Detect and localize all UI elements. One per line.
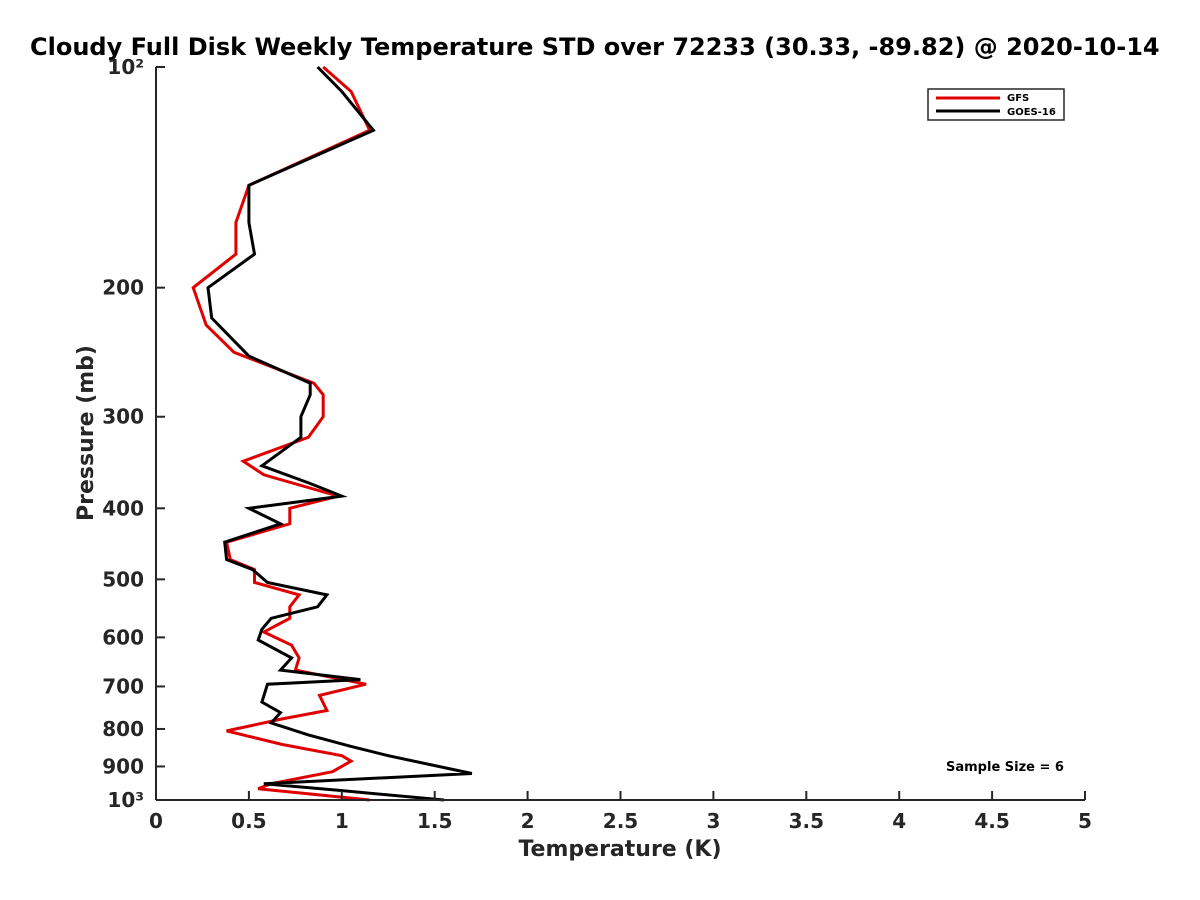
y-tick-label: 10² (107, 55, 144, 79)
legend-label-goes-16: GOES-16 (1007, 107, 1056, 118)
x-axis-label: Temperature (K) (518, 837, 721, 862)
x-tick-label: 5 (1078, 809, 1092, 833)
x-tick-label: 1 (335, 809, 349, 833)
x-tick-label: 1.5 (417, 809, 452, 833)
legend: GFS GOES-16 (927, 88, 1065, 121)
x-tick-label: 4.5 (974, 809, 1009, 833)
y-tick-label: 900 (102, 754, 144, 778)
x-tick-label: 4 (892, 809, 906, 833)
y-axis-label: Pressure (mb) (74, 345, 99, 521)
y-tick-label: 10³ (107, 788, 144, 812)
y-tick-label: 800 (102, 717, 144, 741)
y-tick-label: 600 (102, 625, 144, 649)
y-tick-label: 500 (102, 567, 144, 591)
chart-title: Cloudy Full Disk Weekly Temperature STD … (30, 33, 1160, 61)
x-tick-label: 0 (149, 809, 163, 833)
series-line-goes-16 (206, 65, 473, 802)
legend-label-gfs: GFS (1007, 93, 1029, 104)
y-tick-label: 300 (102, 405, 144, 429)
y-tick-label: 700 (102, 674, 144, 698)
x-tick-label: 3 (706, 809, 720, 833)
x-axis-ticks: 0 0.5 1 1.5 2 2.5 3 3.5 4 4.5 5 (149, 791, 1092, 833)
x-tick-label: 3.5 (789, 809, 824, 833)
x-tick-label: 0.5 (231, 809, 266, 833)
x-tick-label: 2.5 (603, 809, 638, 833)
x-tick-label: 2 (521, 809, 535, 833)
y-tick-label: 200 (102, 276, 144, 300)
plot-area: 0 0.5 1 1.5 2 2.5 3 3.5 4 4.5 5 10² 200 300 400 500 600… (102, 55, 1092, 833)
sample-size-annotation: Sample Size = 6 (946, 760, 1064, 775)
series-layer (191, 65, 473, 802)
y-axis-ticks: 10² 200 300 400 500 600 700 800 900 10³ (102, 55, 165, 812)
legend-box (927, 88, 1065, 121)
plot-background (156, 67, 1085, 800)
y-tick-label: 400 (102, 496, 144, 520)
